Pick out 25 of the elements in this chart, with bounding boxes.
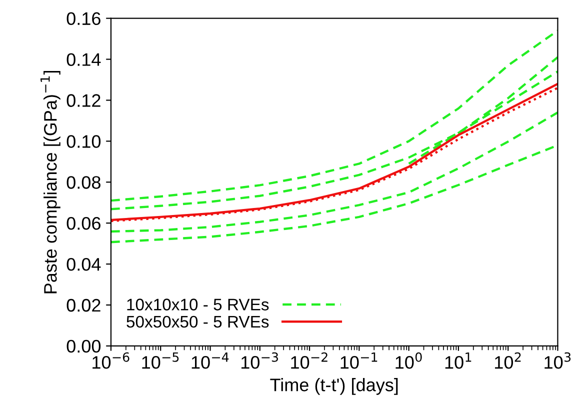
- y-tick-label: 0.10: [66, 135, 101, 148]
- legend-label: 50x50x50 - 5 RVEs: [126, 316, 269, 328]
- y-tick-label: 0.16: [66, 12, 100, 26]
- y-axis-title: Paste compliance [(GPa)$^{−1}$]: [40, 70, 60, 294]
- line-series: [110, 111, 558, 233]
- y-tick-label: 0.04: [66, 258, 101, 271]
- x-tick-label: 10$^{−6}$: [92, 352, 130, 369]
- x-tick-label: 10$^{1}$: [445, 352, 472, 369]
- y-tick-label: 0.06: [66, 217, 100, 230]
- y-tick-label: 0.14: [66, 53, 101, 66]
- x-tick-label: 10$^{3}$: [544, 352, 571, 369]
- x-tick-label: 10$^{−1}$: [340, 352, 378, 369]
- line-series: [110, 56, 558, 210]
- x-axis-title: Time (t-t') [days]: [270, 378, 398, 395]
- x-tick-label: 10$^{−4}$: [192, 352, 229, 369]
- x-tick-label: 10$^{0}$: [396, 352, 422, 369]
- x-tick-label: 10$^{−2}$: [291, 352, 328, 369]
- y-tick-label: 0.02: [66, 298, 100, 312]
- y-tick-label: 0.12: [66, 94, 100, 107]
- x-tick-label: 10$^{−5}$: [142, 352, 179, 369]
- y-tick-label: 0.00: [66, 340, 101, 353]
- legend-label: 10x10x10 - 5 RVEs: [127, 298, 269, 310]
- y-tick-label: 0.08: [66, 176, 100, 189]
- x-tick-label: 10$^{2}$: [495, 352, 521, 369]
- x-tick-label: 10$^{−3}$: [241, 352, 278, 369]
